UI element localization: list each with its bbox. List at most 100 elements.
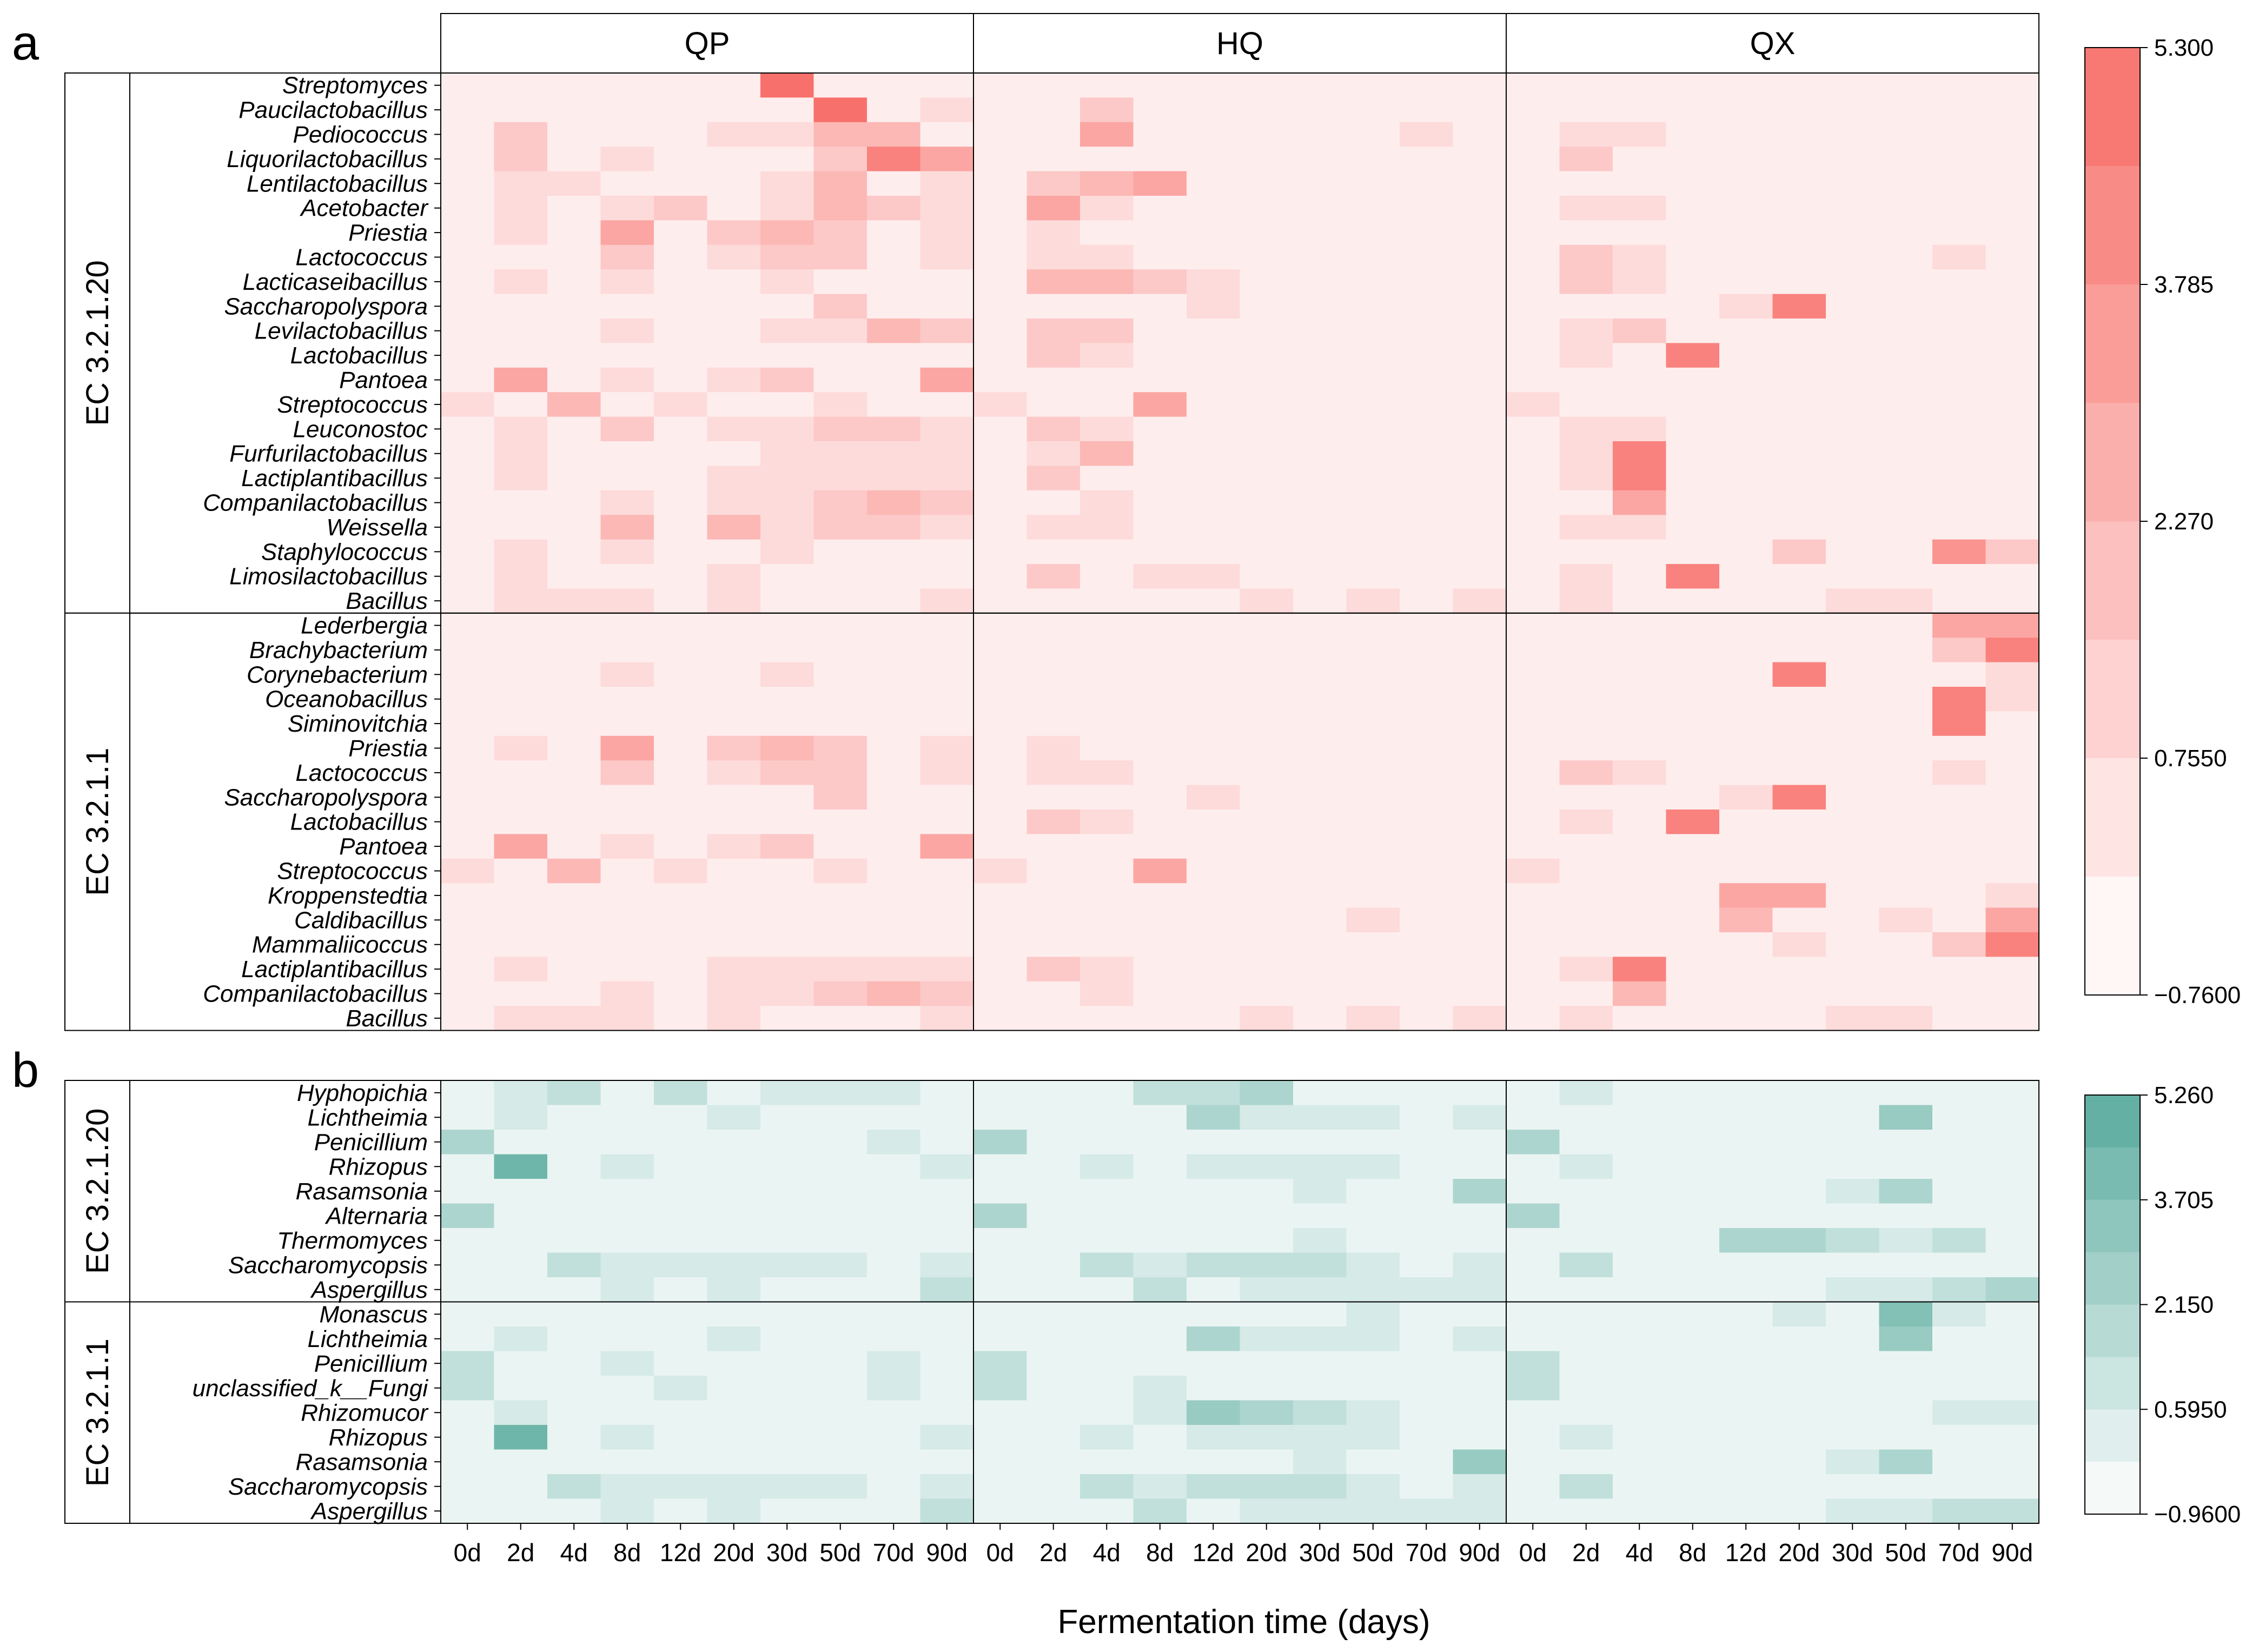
heat-cell [1932,1474,1986,1500]
heat-cell [1346,1302,1400,1327]
heat-cell [973,1252,1028,1278]
heat-cell [1559,1302,1613,1327]
heat-cell [441,319,495,343]
heat-cell [1026,1376,1081,1401]
heat-cell [1133,1425,1187,1450]
heat-cell [1506,613,1560,638]
heat-cell [1932,1277,1986,1303]
heat-cell [1187,588,1241,614]
heat-cell [813,1351,867,1376]
legend-tick-label: −0.9600 [2154,1501,2241,1528]
heat-cell [1772,810,1826,834]
heat-cell [1293,981,1347,1006]
heat-cell [1346,490,1400,515]
heat-cell [600,1179,654,1204]
heat-cell [920,858,974,884]
heat-cell [867,97,921,123]
heat-cell [1613,1376,1667,1401]
heat-cell [1985,564,2039,589]
heat-cell [1879,416,1933,442]
heat-cell [1133,858,1187,884]
heat-cell [1026,1277,1081,1303]
heat-cell [441,269,495,295]
heat-cell [920,1228,974,1253]
heat-cell [1453,269,1507,295]
heat-cell [707,760,761,786]
heat-cell [654,367,708,393]
heat-cell [973,343,1028,368]
row-label: Monascus [319,1301,428,1328]
x-tick-label: 4d [560,1538,588,1567]
heat-cell [1080,269,1134,295]
heat-cell [1453,1326,1507,1352]
heat-cell [1613,1498,1667,1524]
heat-cell [547,613,601,638]
heat-cell [1506,244,1560,270]
heat-cell [920,1425,974,1450]
row-label: Pantoea [339,367,428,394]
heat-cell [1985,883,2039,908]
heat-cell [600,441,654,466]
heat-cell [1826,1425,1880,1450]
heat-cell [760,220,814,246]
heat-cell [1293,244,1347,270]
heat-cell [1985,711,2039,737]
heat-cell [867,588,921,614]
heat-cell [1826,1252,1880,1278]
heat-cell [813,171,867,196]
heat-cell [813,1474,867,1500]
heat-cell [1666,1498,1720,1524]
x-tick-label: 2d [1572,1538,1600,1567]
x-tick-label: 70d [873,1538,915,1567]
row-label: Lactobacillus [290,342,428,369]
heat-cell [813,1203,867,1229]
heat-cell [1400,932,1454,957]
heat-cell [441,1203,495,1229]
heat-cell [867,981,921,1006]
heat-cell [547,834,601,859]
heat-cell [1240,1179,1294,1204]
heat-cell [1453,244,1507,270]
heat-cell [1613,785,1667,810]
heat-cell [1453,392,1507,417]
heat-cell [600,1277,654,1303]
heat-cell [1506,564,1560,589]
heat-cell [1346,1130,1400,1155]
heat-cell [1187,1498,1241,1524]
heat-cell [1826,441,1880,466]
heat-cell [1772,73,1826,98]
heat-cell [1826,735,1880,761]
heat-cell [1293,220,1347,246]
heat-cell [1879,1376,1933,1401]
heat-cell [1826,613,1880,638]
heat-cell [1559,539,1613,565]
heat-cell [1293,1277,1347,1303]
heat-cell [1293,834,1347,859]
heat-cell [600,343,654,368]
heat-cell [441,1179,495,1204]
heat-cell [707,122,761,147]
x-tick-label: 2d [507,1538,534,1567]
heat-cell [1187,1351,1241,1376]
heat-cell [1613,122,1667,147]
heat-cell [494,367,548,393]
heat-cell [867,638,921,663]
heat-cell [1400,196,1454,221]
heat-cell [1772,932,1826,957]
heat-cell [707,810,761,834]
heat-cell [867,1425,921,1450]
heat-cell [494,1302,548,1327]
heat-cell [1559,269,1613,295]
heat-cell [1026,834,1081,859]
heat-cell [760,294,814,319]
heat-cell [1133,294,1187,319]
heat-cell [813,834,867,859]
heat-cell [867,858,921,884]
heat-cell [867,735,921,761]
heat-cell [1080,638,1134,663]
heat-cell [1080,907,1134,933]
heat-cell [1453,1080,1507,1106]
heat-cell [494,760,548,786]
heat-cell [1133,564,1187,589]
heat-cell [441,294,495,319]
